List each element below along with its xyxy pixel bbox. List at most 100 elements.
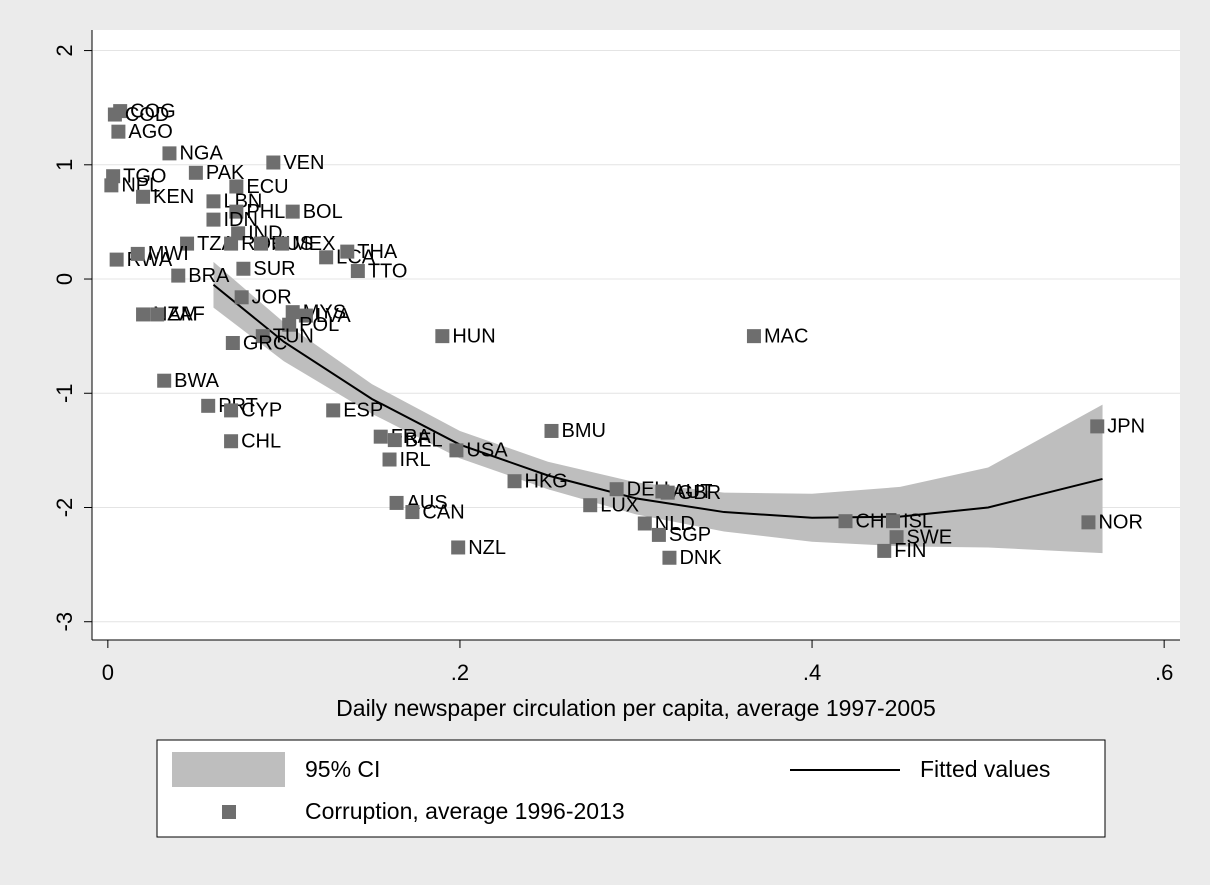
point bbox=[435, 329, 450, 344]
point bbox=[171, 268, 186, 283]
point bbox=[255, 329, 270, 344]
y-tick-label: -2 bbox=[52, 498, 77, 518]
point bbox=[609, 482, 624, 497]
point bbox=[1081, 515, 1096, 530]
legend-ci-swatch bbox=[172, 752, 285, 787]
point bbox=[107, 107, 122, 122]
point-label: LVA bbox=[316, 305, 351, 327]
point bbox=[886, 514, 901, 529]
y-tick-label: 1 bbox=[52, 159, 77, 171]
point bbox=[162, 146, 177, 161]
point-label: MEX bbox=[292, 233, 335, 255]
point-label: ISL bbox=[903, 510, 933, 532]
point bbox=[225, 335, 240, 350]
point bbox=[382, 452, 397, 467]
legend-label: 95% CI bbox=[305, 756, 380, 782]
point-label: NAM bbox=[153, 304, 197, 326]
point-label: USA bbox=[466, 440, 508, 462]
point-label: TUN bbox=[273, 325, 314, 347]
point-label: SGP bbox=[669, 524, 711, 546]
point bbox=[405, 505, 420, 520]
point bbox=[266, 155, 281, 170]
point-label: BMU bbox=[561, 420, 605, 442]
x-axis-label: Daily newspaper circulation per capita, … bbox=[336, 695, 936, 721]
point-label: NOR bbox=[1098, 512, 1142, 534]
x-tick-label: .2 bbox=[451, 660, 469, 685]
point-label: IRL bbox=[400, 449, 431, 471]
point bbox=[136, 307, 151, 322]
point-label: MAC bbox=[764, 325, 808, 347]
legend-point-swatch bbox=[222, 805, 236, 819]
point bbox=[130, 246, 145, 261]
point-label: JOR bbox=[252, 287, 292, 309]
point bbox=[507, 474, 522, 489]
point bbox=[889, 530, 904, 545]
point-label: BEL bbox=[405, 429, 443, 451]
point-label: AGO bbox=[128, 121, 172, 143]
point bbox=[180, 236, 195, 251]
point-label: ZAF bbox=[167, 304, 205, 326]
point-label: MWI bbox=[148, 243, 189, 265]
point bbox=[340, 244, 355, 259]
point bbox=[583, 498, 598, 513]
legend-label: Corruption, average 1996-2013 bbox=[305, 798, 625, 824]
y-tick-label: -3 bbox=[52, 612, 77, 632]
point bbox=[389, 495, 404, 510]
point-label: CAN bbox=[422, 501, 464, 523]
point bbox=[746, 329, 761, 344]
point bbox=[544, 423, 559, 438]
x-tick-label: 0 bbox=[102, 660, 114, 685]
point bbox=[206, 194, 221, 209]
point-label: NPL bbox=[121, 175, 160, 197]
point bbox=[109, 252, 124, 267]
point bbox=[298, 308, 313, 323]
point-label: FIN bbox=[894, 540, 926, 562]
point bbox=[201, 398, 216, 413]
point-label: NZL bbox=[468, 537, 506, 559]
point-label: HKG bbox=[525, 470, 568, 492]
point bbox=[234, 290, 249, 305]
point bbox=[877, 543, 892, 558]
point bbox=[224, 236, 239, 251]
point bbox=[104, 178, 119, 193]
point-label: COG bbox=[130, 100, 176, 122]
point-label: AUT bbox=[672, 481, 712, 503]
point bbox=[660, 485, 675, 500]
legend-label: Fitted values bbox=[920, 756, 1050, 782]
point bbox=[451, 540, 466, 555]
point-label: PAK bbox=[206, 162, 245, 184]
point bbox=[229, 179, 244, 194]
point-label: IDN bbox=[223, 209, 257, 231]
point bbox=[373, 429, 388, 444]
point-label: CHL bbox=[241, 431, 281, 453]
point-label: COD bbox=[125, 104, 169, 126]
y-tick-label: 2 bbox=[52, 44, 77, 56]
point bbox=[637, 516, 652, 531]
point-label: ECU bbox=[246, 176, 288, 198]
x-tick-label: .4 bbox=[803, 660, 821, 685]
point-label: MYS bbox=[303, 301, 346, 323]
point bbox=[350, 264, 365, 279]
point-label: POL bbox=[299, 314, 339, 336]
point-label: SWE bbox=[907, 526, 953, 548]
point-label: THA bbox=[357, 241, 398, 263]
point bbox=[319, 250, 334, 265]
point-label: KEN bbox=[153, 186, 194, 208]
point bbox=[387, 433, 402, 448]
point bbox=[651, 527, 666, 542]
point bbox=[285, 305, 300, 320]
point bbox=[275, 236, 290, 251]
point-label: HUN bbox=[452, 325, 495, 347]
point bbox=[111, 124, 126, 139]
point-label: BOL bbox=[303, 201, 343, 223]
point bbox=[326, 403, 341, 418]
point-label: GRC bbox=[243, 332, 287, 354]
point-label: DNK bbox=[679, 547, 722, 569]
point-label: SUR bbox=[253, 258, 295, 280]
point-label: CYP bbox=[241, 400, 282, 422]
point bbox=[236, 261, 251, 276]
point-label: LUX bbox=[600, 494, 639, 516]
legend-box bbox=[156, 739, 1106, 838]
point-label: BRA bbox=[188, 265, 230, 287]
point bbox=[136, 189, 151, 204]
